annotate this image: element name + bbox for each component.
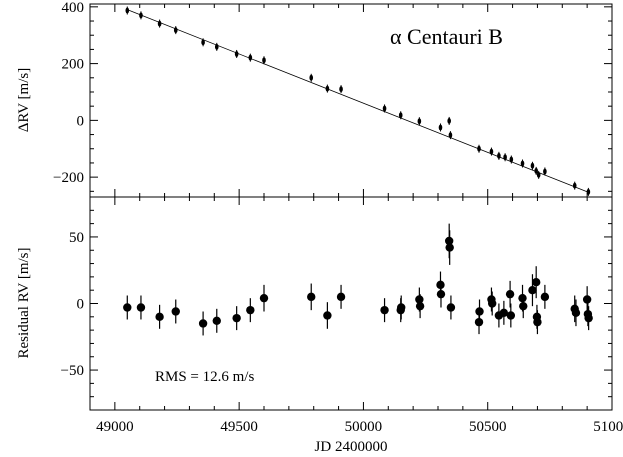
rv-data-point — [248, 54, 253, 61]
residual-data-point — [531, 278, 541, 287]
residual-data-point — [380, 305, 389, 315]
rv-data-point — [586, 188, 591, 195]
residual-data-point — [246, 305, 255, 315]
rv-data-point — [536, 171, 541, 178]
rv-data-point — [382, 105, 387, 112]
residual-data-point — [336, 292, 346, 302]
rv-data-point — [309, 74, 314, 81]
rv-data-point — [497, 152, 501, 159]
linear-fit-line — [127, 9, 590, 194]
residual-data-point — [487, 299, 497, 308]
top-plot-frame — [89, 3, 613, 198]
top-panel: −200 0 200 400 α Centauri B ΔRV [m/s] — [16, 0, 613, 198]
residual-data-point — [307, 292, 316, 302]
rv-data-point — [489, 148, 494, 155]
rv-data-point — [530, 162, 535, 169]
rv-data-point — [543, 168, 547, 175]
y-tick-label: −200 — [53, 170, 84, 186]
residual-data-point — [540, 292, 550, 302]
residual-data-point — [519, 301, 528, 311]
x-tick-label: 49000 — [96, 419, 134, 435]
rv-data-point — [157, 20, 162, 27]
rms-annotation: RMS = 12.6 m/s — [155, 369, 254, 385]
y-tick-label: 50 — [69, 230, 84, 246]
residual-data-point — [198, 319, 208, 328]
rv-data-point — [139, 12, 143, 19]
residual-data-point — [528, 285, 537, 295]
rv-data-point — [201, 39, 205, 46]
rv-data-point — [509, 156, 514, 163]
rv-data-point — [534, 167, 538, 174]
rv-data-point — [325, 85, 330, 92]
rv-data-point — [262, 57, 266, 64]
residual-data-point — [397, 303, 406, 312]
y-tick-label: 0 — [77, 297, 85, 313]
residual-data-point — [533, 317, 542, 327]
x-tick-label: 50500 — [469, 419, 507, 435]
y-tick-label: 200 — [62, 57, 85, 73]
rv-data-point — [125, 7, 130, 14]
rv-data-point — [503, 154, 507, 161]
residual-data-point — [323, 311, 332, 320]
bottom-panel: 49000 49500 50000 50500 51000 −50 0 50 RMS = 12… — [16, 196, 623, 455]
residual-data-point — [436, 289, 446, 299]
residual-data-point — [505, 289, 515, 299]
residual-data-point — [232, 313, 241, 323]
residual-data-point — [136, 303, 146, 312]
residual-data-point — [155, 312, 164, 322]
residual-data-point — [584, 313, 593, 323]
residual-data-point — [518, 293, 527, 303]
rv-data-point — [572, 182, 577, 189]
x-tick-label: 51000 — [593, 419, 623, 435]
rv-data-point — [438, 124, 443, 131]
residual-data-point — [415, 301, 425, 311]
rv-data-point — [234, 50, 239, 57]
rv-data-point — [417, 118, 422, 125]
residual-data-point — [445, 243, 454, 252]
rv-data-point — [214, 43, 219, 50]
rv-data-point — [398, 112, 403, 119]
residual-data-point — [446, 303, 456, 312]
y-tick-label: 400 — [62, 0, 85, 16]
residual-data-point — [582, 295, 592, 304]
rv-data-point — [173, 27, 178, 34]
residual-data-point — [415, 295, 424, 304]
chart-title: α Centauri B — [390, 24, 503, 49]
y-tick-label: −50 — [61, 363, 84, 379]
residual-data-point — [171, 307, 180, 316]
rv-data-point — [477, 145, 481, 152]
x-tick-label: 50000 — [345, 419, 383, 435]
residual-data-point — [259, 293, 269, 303]
residual-data-point — [499, 308, 509, 318]
residual-data-point — [212, 316, 221, 326]
rv-data-point — [448, 132, 453, 139]
x-tick-label: 49500 — [220, 419, 258, 435]
bottom-y-axis-label: Residual RV [m/s] — [16, 247, 32, 358]
top-y-axis-label: ΔRV [m/s] — [16, 68, 32, 132]
residual-data-point — [506, 311, 516, 320]
rv-data-point — [447, 117, 451, 124]
residual-data-point — [123, 303, 132, 312]
residual-data-point — [475, 307, 484, 316]
residual-data-point — [571, 308, 581, 318]
x-axis-label: JD 2400000 — [315, 439, 388, 455]
rv-data-point — [520, 160, 525, 167]
rv-data-point — [339, 86, 343, 93]
y-tick-label: 0 — [77, 113, 85, 129]
